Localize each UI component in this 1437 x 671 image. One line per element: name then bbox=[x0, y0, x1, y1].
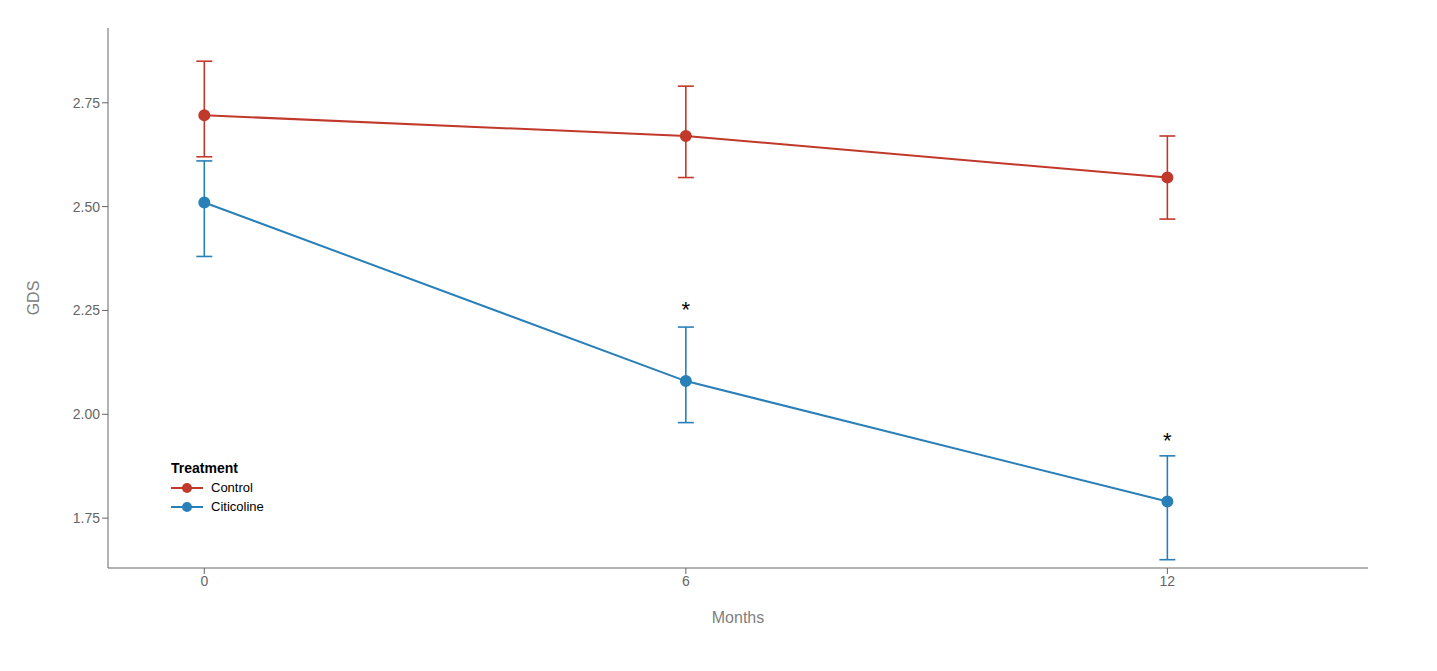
svg-text:*: * bbox=[682, 297, 691, 322]
svg-text:6: 6 bbox=[682, 573, 690, 589]
html-text:Treatment: Treatment bbox=[171, 460, 238, 476]
svg-text:Months: Months bbox=[712, 609, 764, 626]
svg-text:0: 0 bbox=[200, 573, 208, 589]
svg-text:*: * bbox=[1163, 428, 1172, 453]
svg-text:2.75: 2.75 bbox=[73, 95, 100, 111]
svg-text:12: 12 bbox=[1160, 573, 1176, 589]
svg-text:2.00: 2.00 bbox=[73, 406, 100, 422]
svg-text:2.50: 2.50 bbox=[73, 199, 100, 215]
html-text:Citicoline: Citicoline bbox=[211, 499, 264, 514]
svg-text:2.25: 2.25 bbox=[73, 302, 100, 318]
svg-text:GDS: GDS bbox=[25, 281, 42, 316]
html-text:Control: Control bbox=[211, 480, 253, 495]
svg-text:1.75: 1.75 bbox=[73, 510, 100, 526]
